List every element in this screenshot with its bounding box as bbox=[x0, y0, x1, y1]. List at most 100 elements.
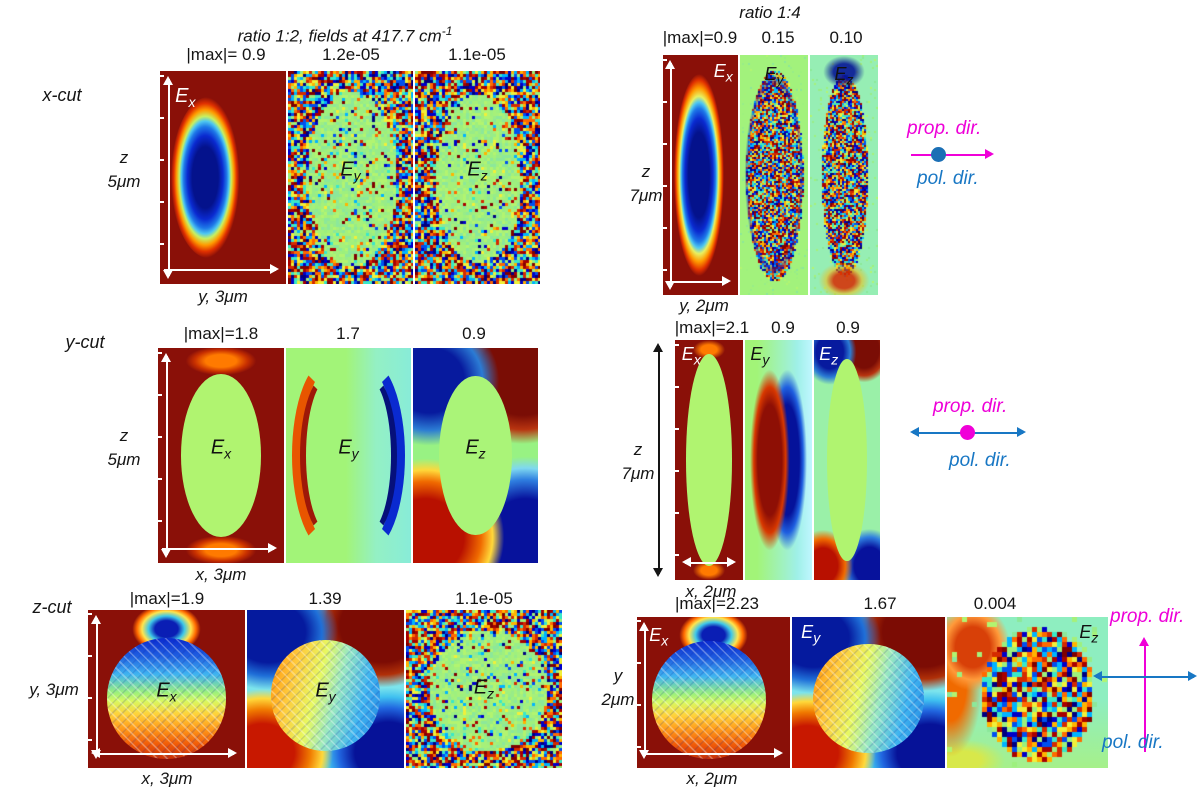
ey-left-arc bbox=[292, 358, 367, 553]
side-label-r3: y 2μm bbox=[601, 666, 635, 709]
field-label-l1-ez: Ez bbox=[467, 158, 488, 184]
title-left-text: ratio 1:2, fields at 417.7 cm bbox=[237, 26, 442, 46]
max-label-r2-ey: 0.9 bbox=[771, 318, 795, 337]
field-label-l2-ey: Ey bbox=[338, 436, 359, 462]
group-zcut-ratio12: Ex Ey Ez bbox=[88, 610, 562, 768]
field-label-r3-ey: Ey bbox=[801, 622, 821, 646]
prop-dir-label-1: prop. dir. bbox=[907, 118, 982, 139]
max-label-r1-ex: |max|=0.9 bbox=[662, 28, 738, 47]
ez-noise-map-l1 bbox=[415, 71, 540, 284]
axis-label-l2: x, 3μm bbox=[195, 565, 247, 584]
field-label-l1-ex: Ex bbox=[175, 84, 196, 110]
panel-r1-ey: Ey bbox=[740, 55, 808, 295]
z-axis-arrow-l1 bbox=[163, 76, 173, 279]
axis-label-l3: x, 3μm bbox=[141, 769, 193, 788]
max-label-r3-ey: 1.67 bbox=[863, 594, 897, 613]
ey-noise-map-r1 bbox=[740, 55, 808, 295]
group-ycut-ratio12: Ex Ey Ez bbox=[158, 348, 538, 563]
max-label-r2-ex: |max|=2.1 bbox=[674, 318, 750, 337]
panel-l1-ez: Ez bbox=[415, 71, 540, 284]
prop-dir-arrow-1 bbox=[911, 149, 994, 159]
group-xcut-ratio14: Ex Ey Ez bbox=[663, 55, 878, 295]
cut-label-x: x-cut bbox=[42, 85, 82, 105]
y-axis-arrow-l3 bbox=[91, 615, 101, 759]
y-axis-arrow-l1 bbox=[164, 264, 279, 274]
side-label-r2: z 7μm bbox=[621, 440, 655, 483]
ex-field-circle bbox=[652, 641, 766, 759]
axis-ticks-l2 bbox=[158, 352, 162, 559]
ez-sample-ellipse bbox=[439, 375, 512, 536]
max-label-r1-ey: 0.15 bbox=[761, 28, 795, 47]
max-label-l2-ey: 1.7 bbox=[336, 324, 360, 343]
panel-l3-ex: Ex bbox=[88, 610, 245, 768]
ez-noise-map-l3 bbox=[406, 610, 562, 768]
axis-ticks-r3 bbox=[637, 620, 641, 765]
prop-dir-label-3: prop. dir. bbox=[1110, 606, 1185, 627]
panel-r2-ex: Ex bbox=[675, 340, 743, 580]
axis-label-r1: y, 2μm bbox=[679, 296, 729, 315]
prop-dir-arrow-3 bbox=[1139, 637, 1149, 752]
axis-label-l1: y, 3μm bbox=[198, 287, 248, 306]
z-axis-arrow-r1 bbox=[665, 60, 675, 290]
group-xcut-ratio12: Ex Ey Ez bbox=[160, 71, 540, 284]
side-label-l1: z 5μm bbox=[107, 148, 141, 191]
max-label-r3-ez: 0.004 bbox=[973, 594, 1017, 613]
title-left-superscript: -1 bbox=[441, 24, 453, 38]
ey-field-circle bbox=[813, 644, 924, 753]
ex-sample-ellipse bbox=[685, 354, 733, 566]
axis-ticks-l3 bbox=[88, 613, 92, 765]
field-label-r1-ez: Ez bbox=[834, 63, 854, 88]
max-label-l3-ex: |max|=1.9 bbox=[129, 589, 205, 608]
field-label-r3-ez: Ez bbox=[1079, 622, 1099, 646]
max-label-l1-ex: |max|= 0.9 bbox=[186, 45, 266, 64]
ex-field-circle bbox=[106, 638, 227, 759]
panel-l1-ey: Ey bbox=[288, 71, 413, 284]
field-label-r2-ey: Ey bbox=[750, 343, 770, 368]
ey-field-circle bbox=[270, 640, 381, 751]
side-label-l2: z 5μm bbox=[107, 426, 141, 469]
prop-dir-label-2: prop. dir. bbox=[933, 396, 1008, 417]
x-axis-arrow-r2 bbox=[682, 557, 736, 567]
group-ycut-ratio14: Ex Ey Ez bbox=[653, 340, 880, 580]
y-axis-arrow-r3 bbox=[639, 622, 649, 759]
max-label-l1-ey: 1.2e-05 bbox=[322, 45, 380, 64]
side-label-r1: z 7μm bbox=[629, 162, 663, 205]
ey-right-arc-inner bbox=[337, 371, 398, 540]
ez-sample-ellipse bbox=[827, 359, 867, 561]
max-label-r1-ez: 0.10 bbox=[829, 28, 863, 47]
title-left: ratio 1:2, fields at 417.7 cm-1 bbox=[238, 24, 453, 47]
max-label-l2-ez: 0.9 bbox=[462, 324, 486, 343]
panel-r3-ey: Ey bbox=[792, 617, 945, 768]
field-label-l2-ex: Ex bbox=[210, 436, 232, 462]
field-label-r3-ex: Ex bbox=[649, 625, 669, 649]
max-label-r3-ex: |max|=2.23 bbox=[675, 594, 759, 613]
x-axis-arrow-r3 bbox=[642, 748, 783, 758]
ey-right-arc bbox=[330, 358, 405, 553]
max-label-l1-ez: 1.1e-05 bbox=[448, 45, 506, 64]
x-axis-arrow-l3 bbox=[91, 748, 237, 758]
pol-dir-label-1: pol. dir. bbox=[917, 168, 979, 189]
y-axis-arrow-r1 bbox=[666, 276, 731, 286]
cut-label-y: y-cut bbox=[65, 332, 105, 352]
outer-z-arrow-r2 bbox=[653, 343, 663, 577]
field-label-l3-ez: Ez bbox=[473, 676, 495, 702]
panel-r1-ex: Ex bbox=[663, 55, 738, 295]
pol-dir-arrow-3 bbox=[1093, 671, 1197, 681]
cut-label-z: z-cut bbox=[32, 597, 72, 617]
direction-legend-1: prop. dir. pol. dir. bbox=[905, 118, 1195, 198]
pol-dir-dot-1 bbox=[931, 147, 946, 162]
direction-legend-2: prop. dir. pol. dir. bbox=[905, 396, 1195, 481]
panel-l2-ez: Ez bbox=[413, 348, 538, 563]
ez-noise-map-r1 bbox=[810, 55, 878, 295]
panel-l2-ey: Ey bbox=[286, 348, 411, 563]
ey-left-arc-inner bbox=[299, 371, 360, 540]
ey-noise-map-l1 bbox=[288, 71, 413, 284]
panel-l3-ey: Ey bbox=[247, 610, 404, 768]
ex-field-lobe bbox=[673, 74, 726, 276]
field-label-r1-ex: Ex bbox=[713, 61, 733, 85]
pol-dir-label-3: pol. dir. bbox=[1102, 732, 1164, 753]
max-label-l3-ey: 1.39 bbox=[308, 589, 342, 608]
axis-label-r2: x, 2μm bbox=[685, 582, 737, 601]
max-label-l2-ex: |max|=1.8 bbox=[183, 324, 259, 343]
